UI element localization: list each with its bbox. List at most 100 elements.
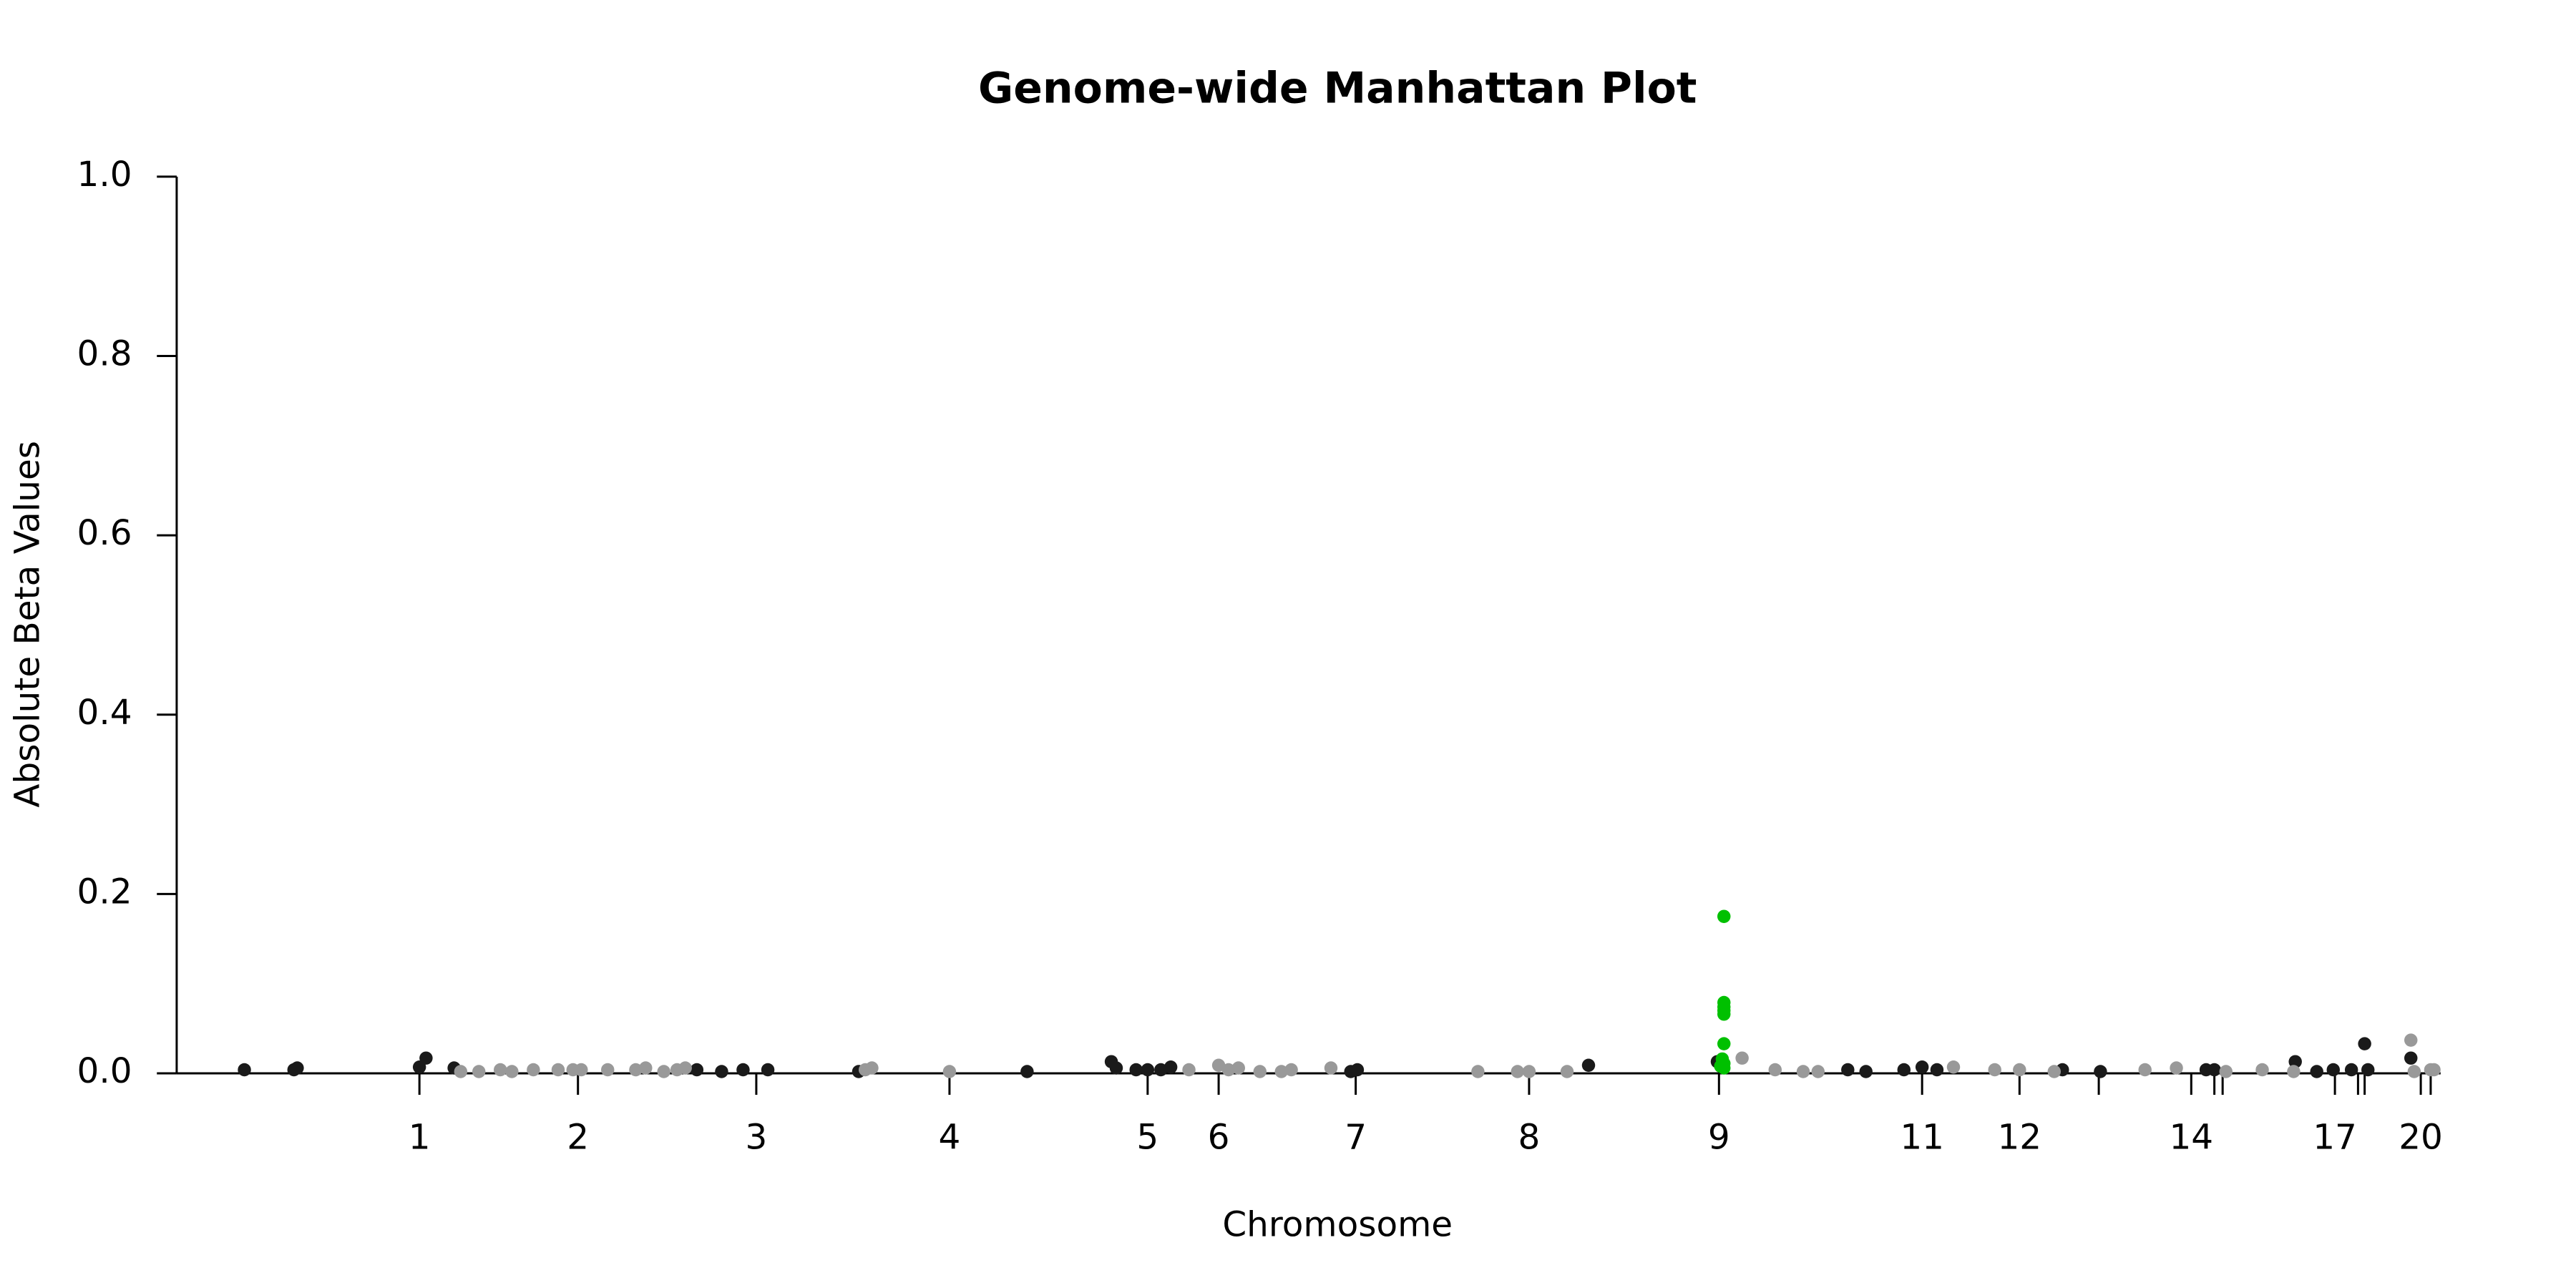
x-tick-label: 11	[1900, 1117, 1944, 1157]
data-point	[1324, 1061, 1338, 1075]
x-tick-label: 14	[2169, 1117, 2213, 1157]
y-tick-label: 0.4	[77, 693, 132, 733]
data-point	[715, 1065, 728, 1078]
data-point	[1471, 1065, 1485, 1078]
data-point	[1511, 1065, 1524, 1078]
y-tick-label: 1.0	[77, 155, 132, 195]
data-point	[505, 1065, 519, 1078]
data-point	[1859, 1065, 1873, 1078]
data-point	[2207, 1063, 2221, 1077]
data-point	[1717, 1008, 1731, 1021]
data-point	[1163, 1060, 1178, 1074]
data-point	[1811, 1065, 1825, 1078]
data-point	[1274, 1065, 1288, 1078]
data-point	[1129, 1063, 1143, 1077]
data-point	[1560, 1065, 1574, 1078]
data-point	[2288, 1055, 2302, 1068]
data-point	[291, 1061, 304, 1075]
data-point	[1768, 1063, 1782, 1077]
x-tick-label: 6	[1208, 1117, 1230, 1157]
data-point	[1915, 1060, 1929, 1074]
data-point	[1020, 1065, 1034, 1078]
x-tick-label: 12	[1997, 1117, 2041, 1157]
x-tick-label: 9	[1708, 1117, 1730, 1157]
data-point	[690, 1063, 704, 1077]
x-tick-label: 7	[1345, 1117, 1367, 1157]
data-point	[2138, 1063, 2152, 1077]
data-point	[575, 1063, 588, 1077]
data-point	[629, 1063, 643, 1077]
data-point	[601, 1063, 615, 1077]
data-point	[2427, 1063, 2441, 1077]
data-point	[761, 1063, 775, 1077]
data-point	[2310, 1065, 2323, 1078]
data-point	[2326, 1063, 2340, 1077]
data-point	[2170, 1061, 2183, 1075]
data-point	[1141, 1063, 1155, 1077]
data-point	[551, 1063, 565, 1077]
data-point	[1735, 1051, 1749, 1065]
data-point	[2361, 1063, 2375, 1077]
x-tick-label: 20	[2399, 1117, 2443, 1157]
x-tick-label: 17	[2313, 1117, 2357, 1157]
data-point	[1221, 1063, 1236, 1077]
data-point	[419, 1051, 433, 1065]
data-point	[1109, 1061, 1123, 1075]
data-point	[865, 1061, 879, 1075]
data-point	[238, 1063, 251, 1077]
data-point	[2013, 1063, 2026, 1077]
data-point	[736, 1063, 750, 1077]
data-point	[1284, 1063, 1298, 1077]
data-point	[454, 1065, 468, 1078]
data-point	[1796, 1065, 1810, 1078]
x-tick-label: 2	[567, 1117, 589, 1157]
data-point	[1350, 1063, 1365, 1077]
data-point	[472, 1065, 486, 1078]
data-point	[1988, 1063, 2001, 1077]
data-point	[1930, 1063, 1944, 1077]
y-tick-label: 0.0	[77, 1051, 132, 1091]
chart-title: Genome-wide Manhattan Plot	[978, 64, 1697, 114]
data-point	[527, 1063, 540, 1077]
data-point	[2404, 1051, 2418, 1065]
x-axis-label: Chromosome	[1222, 1205, 1453, 1245]
x-tick-label: 3	[746, 1117, 768, 1157]
data-point	[2344, 1063, 2358, 1077]
x-tick-label: 5	[1136, 1117, 1158, 1157]
data-point	[639, 1061, 653, 1075]
x-tick-label: 1	[409, 1117, 431, 1157]
data-point	[1522, 1065, 1536, 1078]
y-tick-label: 0.2	[77, 872, 132, 912]
data-point	[1717, 909, 1731, 923]
data-point	[1841, 1063, 1855, 1077]
data-point	[678, 1061, 692, 1075]
data-point	[942, 1065, 957, 1078]
data-point	[1581, 1058, 1596, 1072]
data-point	[494, 1063, 507, 1077]
data-point	[1211, 1058, 1226, 1072]
y-tick-label: 0.6	[77, 513, 132, 553]
data-point	[1717, 1037, 1731, 1050]
y-tick-label: 0.8	[77, 334, 132, 374]
data-point	[657, 1065, 670, 1078]
data-point	[1182, 1063, 1196, 1077]
data-point	[2094, 1065, 2107, 1078]
data-point	[2404, 1033, 2418, 1047]
y-axis-label: Absolute Beta Values	[8, 441, 48, 808]
data-point	[1154, 1063, 1168, 1077]
data-point	[1253, 1065, 1267, 1078]
data-point	[2287, 1065, 2301, 1078]
data-point	[1231, 1061, 1245, 1075]
data-point	[1897, 1063, 1911, 1077]
data-point	[1717, 1061, 1731, 1075]
x-tick-label: 8	[1518, 1117, 1541, 1157]
data-point	[2255, 1063, 2269, 1077]
x-tick-label: 4	[939, 1117, 961, 1157]
data-point	[2047, 1065, 2061, 1078]
data-point	[2219, 1065, 2233, 1078]
data-point	[1946, 1060, 1961, 1074]
data-point	[2407, 1065, 2421, 1078]
data-point	[2358, 1037, 2371, 1050]
